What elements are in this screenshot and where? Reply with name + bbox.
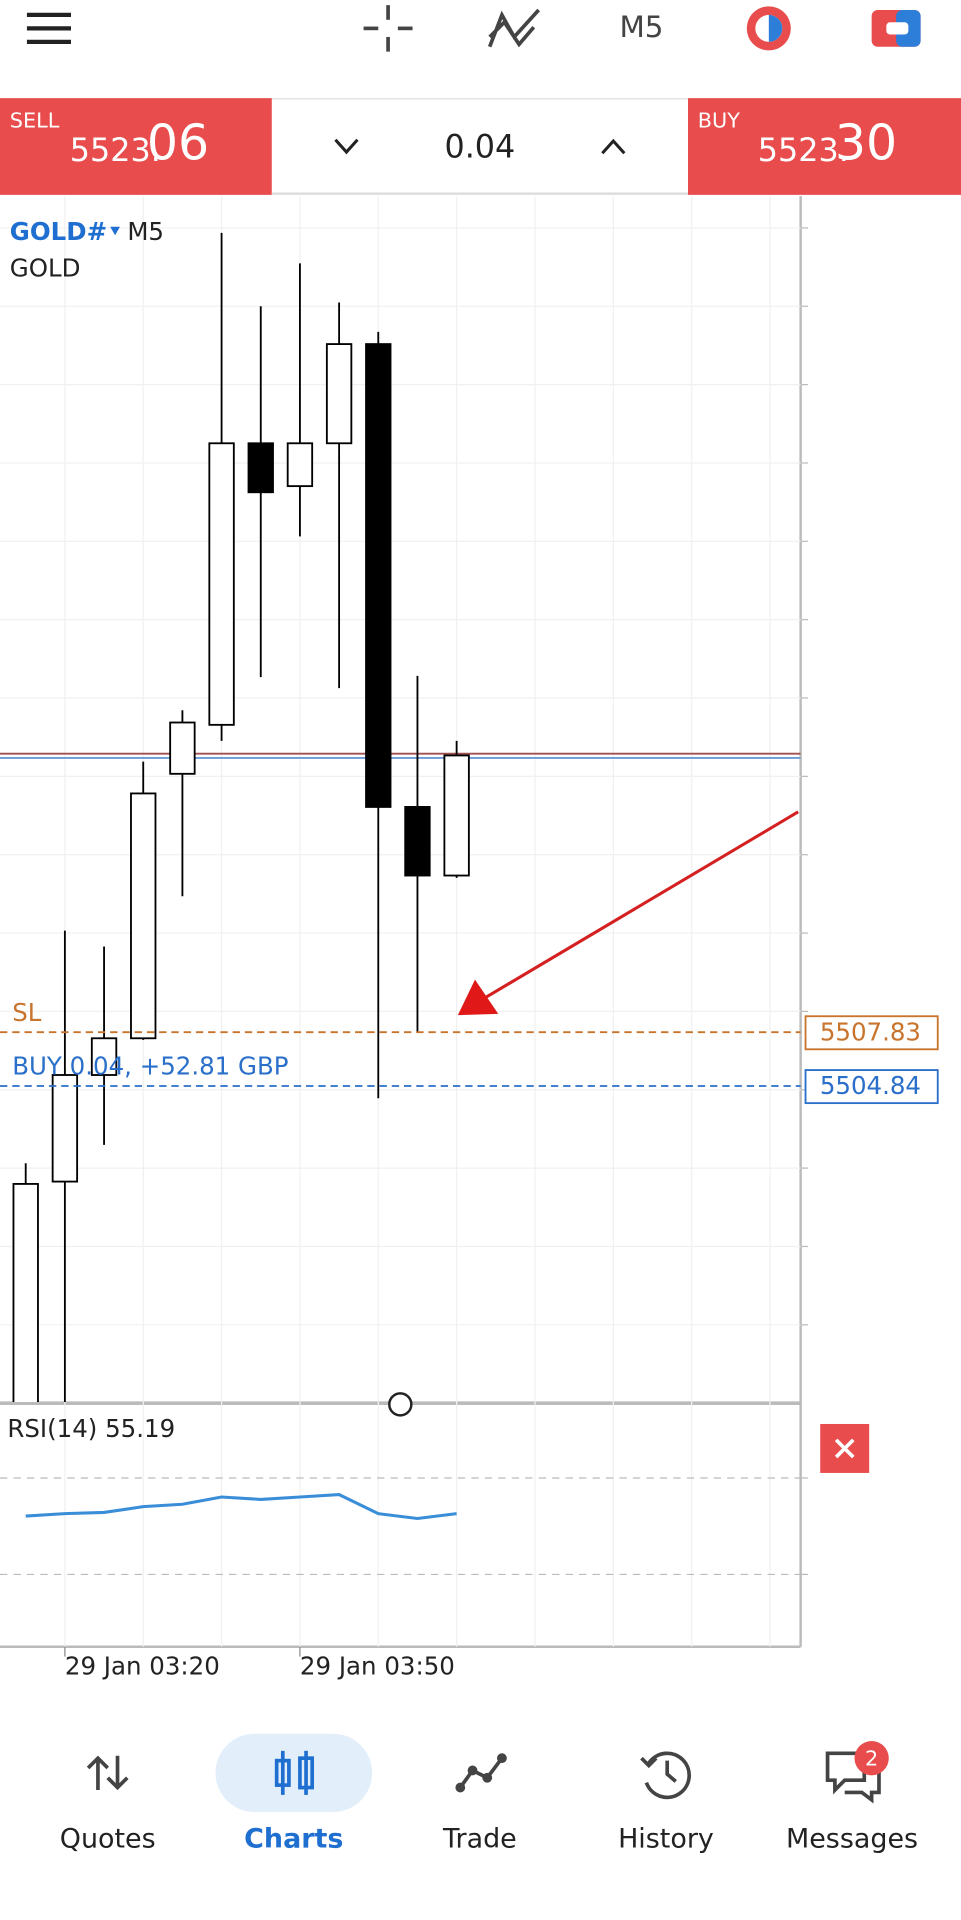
trade-panel: SELL 5523. 06 0.04 BUY 5523. 30 [0,98,961,195]
sell-price-main: 5523. [70,131,161,169]
rsi-line [25,1493,457,1521]
symbol-dropdown[interactable] [110,226,120,236]
buy-button[interactable]: BUY 5523. 30 [688,98,961,195]
level-price: 5507.83 [820,1017,921,1046]
timeframe-button[interactable]: M5 [619,10,663,44]
buy-price-main: 5523. [758,131,849,169]
candle-body [247,442,274,494]
symbol-description: GOLD [10,254,81,283]
candle-body [90,1037,118,1076]
close-indicator-button[interactable] [820,1423,870,1473]
symbol[interactable]: GOLD# [10,217,107,246]
trade-tab[interactable]: Trade [442,1753,517,1855]
chart-timeframe: M5 [127,217,164,246]
one-click-button[interactable] [746,6,791,51]
candle-body [130,792,157,1040]
message-badge: 2 [865,1746,878,1770]
rsi-title: RSI(14) 55.19 [7,1414,175,1443]
candle-body [286,442,314,488]
volume[interactable]: 0.04 [444,127,515,165]
bottom-nav: Quotes Charts Trade History 2 Messages [60,1733,918,1855]
candle-body [443,754,470,877]
buy-label: BUY [698,108,740,132]
messages-tab[interactable]: 2 Messages [786,1741,918,1855]
sell-price-pips: 06 [147,114,209,171]
candle-body [12,1183,39,1402]
candle-body [51,1074,79,1183]
crosshair-button[interactable] [363,5,413,52]
level-price-box [804,1015,939,1051]
level-price: 5504.84 [820,1071,921,1100]
nav-label: Messages [786,1824,918,1855]
top-bar: M5 [26,5,921,52]
nav-label: Charts [244,1824,343,1855]
candle-body [365,343,392,808]
sell-label: SELL [10,108,60,132]
level-price-box [804,1069,939,1105]
volume-down[interactable] [334,138,359,155]
sell-button[interactable]: SELL 5523. 06 [0,98,272,195]
history-tab[interactable]: History [618,1751,714,1855]
nav-label: Quotes [60,1824,156,1855]
buy-price-pips: 30 [835,114,897,171]
x-tick-label: 29 Jan 03:50 [300,1652,455,1681]
panel-resize-handle[interactable] [388,1392,413,1417]
level-label: SL [12,998,42,1027]
nav-label: History [618,1824,714,1855]
candle-body [325,343,353,445]
nav-label: Trade [442,1824,517,1855]
account-button[interactable] [871,10,921,47]
charts-tab[interactable]: Charts [215,1733,373,1855]
indicators-button[interactable] [487,8,541,48]
candles [0,232,801,1402]
menu-button[interactable] [26,12,72,44]
candle-body [404,806,431,877]
volume-up[interactable] [601,138,626,155]
quotes-tab[interactable]: Quotes [60,1755,156,1855]
candle-body [169,721,196,775]
annotation-arrow [457,810,799,1016]
x-tick-label: 29 Jan 03:20 [65,1652,220,1681]
candle-body [208,442,235,726]
overlay: 29 Jan 03:20 29 Jan 03:50 SL 5507.83 BUY 0.0… [0,998,939,1681]
level-label: BUY 0.04, +52.81 GBP [12,1052,288,1081]
